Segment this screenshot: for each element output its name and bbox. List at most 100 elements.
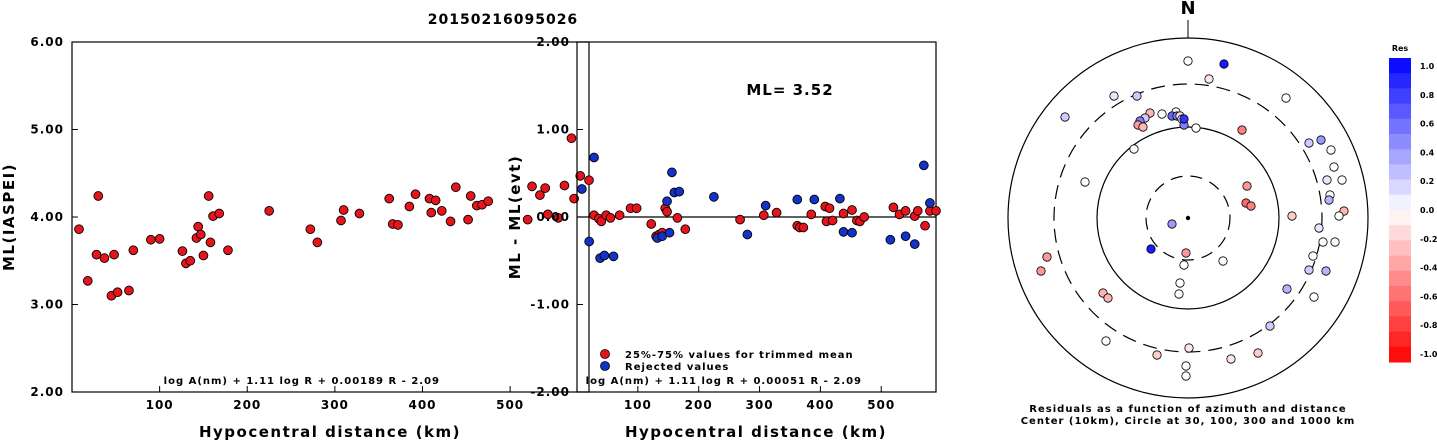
- formula-text: log A(nm) + 1.11 log R + 0.00051 R - 2.0…: [586, 376, 862, 387]
- colorbar-step: [1389, 194, 1411, 211]
- station-point: [1318, 237, 1328, 247]
- station-point: [1109, 91, 1119, 101]
- data-point: [646, 219, 657, 229]
- station-point: [1314, 223, 1324, 233]
- colorbar-step: [1389, 210, 1411, 226]
- station-point: [1157, 109, 1167, 119]
- colorbar-step: [1389, 270, 1411, 287]
- data-point: [742, 229, 753, 240]
- data-point: [559, 180, 570, 191]
- station-point: [1304, 138, 1314, 148]
- station-point: [1219, 59, 1229, 69]
- station-point: [1080, 177, 1090, 187]
- data-point: [931, 206, 941, 216]
- data-point: [569, 193, 579, 204]
- y-tick-label: 2.00: [30, 385, 64, 399]
- data-point: [838, 208, 849, 219]
- data-point: [847, 227, 857, 238]
- data-point: [614, 210, 625, 221]
- station-point: [1246, 201, 1256, 211]
- data-point: [912, 206, 923, 216]
- station-point: [1321, 266, 1331, 276]
- colorbar-title: Res: [1392, 44, 1409, 53]
- station-point: [1101, 336, 1111, 346]
- legend-label-rejected: Rejected values: [625, 362, 729, 373]
- data-point: [430, 195, 441, 206]
- station-point: [1309, 292, 1319, 302]
- data-point: [835, 193, 845, 204]
- station-point: [1060, 112, 1070, 122]
- data-point: [885, 234, 896, 245]
- data-point: [410, 189, 421, 200]
- event-title: 20150216095026: [428, 12, 578, 28]
- station-point: [1132, 91, 1142, 101]
- data-point: [542, 209, 553, 220]
- station-point: [1329, 162, 1339, 172]
- data-point: [223, 245, 233, 256]
- station-point: [1324, 195, 1334, 205]
- colorbar-tick-label: -0.4: [1420, 264, 1437, 273]
- station-point: [1253, 348, 1263, 358]
- data-point: [584, 175, 594, 186]
- station-point: [1179, 114, 1189, 124]
- data-point: [195, 229, 206, 240]
- axis-ticks: 100 200 300 400 500 -2.00 -1.00 0.00 1.00 2.00: [530, 35, 894, 412]
- data-point: [806, 209, 817, 220]
- x-tick-label: 500: [496, 398, 524, 412]
- ring-1000km: [1007, 37, 1369, 399]
- legend-marker-rejected: [600, 361, 610, 371]
- data-point: [393, 220, 403, 230]
- x-axis-label: Hypocentral distance (km): [625, 423, 887, 441]
- data-point: [760, 200, 771, 211]
- data-point: [384, 193, 395, 204]
- data-point: [99, 253, 110, 263]
- y-axis-label: ML - ML(evt): [506, 155, 524, 279]
- station-point: [1181, 371, 1191, 381]
- ml-value-text: ML= 3.52: [746, 81, 833, 99]
- station-point: [1242, 181, 1252, 191]
- colorbar-tick-label: 1.0: [1420, 62, 1435, 71]
- data-point: [847, 205, 857, 215]
- data-points: [577, 152, 941, 263]
- station-point: [1287, 211, 1297, 221]
- station-points: [1036, 56, 1349, 381]
- data-point: [338, 205, 349, 215]
- data-point: [672, 213, 683, 223]
- data-points: [74, 133, 594, 301]
- station-point: [1183, 56, 1193, 66]
- data-point: [667, 167, 677, 178]
- data-point: [809, 194, 820, 205]
- colorbar-step: [1389, 88, 1411, 105]
- colorbar-tick-label: -0.6: [1420, 292, 1437, 301]
- station-point: [1204, 74, 1214, 84]
- station-point: [1282, 284, 1292, 294]
- epicenter-marker: [1185, 215, 1191, 221]
- colorbar-step: [1389, 301, 1411, 317]
- data-point: [264, 206, 275, 216]
- colorbar-tick-label: 0.6: [1420, 120, 1435, 129]
- y-tick-label: 2.00: [536, 35, 570, 49]
- station-point: [1175, 278, 1185, 288]
- residual-colorbar: Res 1.0 0.8 0.6 0.4 0.2 0.0 -0.2 -0.4 -0.6 -0.8 -1…: [1389, 44, 1437, 363]
- data-point: [198, 250, 209, 261]
- station-point: [1322, 175, 1332, 185]
- x-tick-label: 300: [321, 398, 349, 412]
- ml-vs-distance-plot: 100 200 300 400 500 2.00 3.00 4.00 5.00 6.00 ML(I…: [0, 35, 594, 441]
- legend-marker-trimmed: [600, 349, 610, 359]
- x-tick-label: 100: [146, 398, 174, 412]
- y-tick-label: -2.00: [530, 385, 570, 399]
- station-point: [1237, 125, 1247, 135]
- azimuth-residual-map: N Residuals as a function of azimuth and…: [1007, 0, 1369, 427]
- colorbar-tick-label: 0.2: [1420, 177, 1434, 186]
- data-point: [888, 202, 899, 213]
- map-caption: Center (10km), Circle at 30, 100, 300 an…: [1021, 416, 1356, 427]
- colorbar-step: [1389, 118, 1411, 135]
- colorbar-step: [1389, 164, 1411, 181]
- data-point: [354, 208, 365, 219]
- x-tick-label: 100: [624, 398, 652, 412]
- data-point: [599, 250, 610, 261]
- data-point: [918, 160, 929, 171]
- y-tick-label: 3.00: [30, 298, 64, 312]
- station-point: [1138, 122, 1148, 132]
